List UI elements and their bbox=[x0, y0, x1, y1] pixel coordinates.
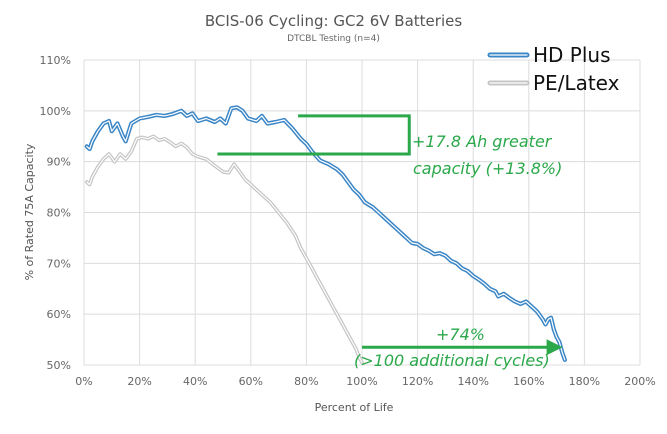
y-tick-label: 110% bbox=[40, 54, 71, 67]
y-tick-label: 90% bbox=[47, 156, 71, 169]
y-axis-ticks: 50% 60% 70% 80% 90% 100% 110% bbox=[40, 54, 71, 372]
y-tick-label: 80% bbox=[47, 207, 71, 220]
x-tick-label: 180% bbox=[569, 375, 600, 388]
legend-label-pe-latex: PE/Latex bbox=[533, 71, 620, 95]
annotation-capacity-line2: capacity (+13.8%) bbox=[413, 159, 562, 178]
legend: HD Plus PE/Latex bbox=[487, 43, 620, 95]
x-tick-label: 200% bbox=[624, 375, 655, 388]
x-axis-label: Percent of Life bbox=[315, 401, 394, 414]
annotation-cycles-line2: (>100 additional cycles) bbox=[354, 351, 550, 370]
series-line-core-pe-latex bbox=[86, 135, 363, 364]
y-axis-label: % of Rated 75A Capacity bbox=[23, 143, 36, 280]
x-tick-label: 120% bbox=[402, 375, 433, 388]
x-tick-label: 20% bbox=[127, 375, 151, 388]
capacity-bracket bbox=[217, 114, 411, 156]
legend-label-hd-plus: HD Plus bbox=[533, 43, 611, 67]
annotation-capacity-line1: +17.8 Ah greater bbox=[412, 132, 553, 151]
cycles-arrow-head bbox=[546, 339, 563, 356]
x-tick-label: 60% bbox=[239, 375, 263, 388]
x-tick-label: 100% bbox=[346, 375, 377, 388]
y-tick-label: 100% bbox=[40, 105, 71, 118]
x-tick-label: 140% bbox=[457, 375, 488, 388]
x-tick-label: 160% bbox=[513, 375, 544, 388]
annotations: +17.8 Ah greater capacity (+13.8%) +74% … bbox=[217, 114, 563, 370]
x-tick-label: 40% bbox=[183, 375, 207, 388]
series-lines bbox=[84, 105, 567, 365]
chart-title: BCIS-06 Cycling: GC2 6V Batteries bbox=[204, 12, 463, 30]
x-tick-label: 80% bbox=[294, 375, 318, 388]
chart-subtitle: DTCBL Testing (n=4) bbox=[287, 34, 380, 44]
grid bbox=[83, 59, 641, 366]
y-tick-label: 60% bbox=[47, 308, 71, 321]
series-line-pe-latex bbox=[85, 134, 364, 365]
series-line-core-hd-plus bbox=[86, 106, 566, 361]
y-tick-label: 50% bbox=[47, 359, 71, 372]
x-axis-ticks: 0% 20% 40% 60% 80% 100% 120% 140% 160% 180% 200% bbox=[75, 375, 655, 388]
x-tick-label: 0% bbox=[75, 375, 92, 388]
annotation-cycles-line1: +74% bbox=[436, 325, 485, 344]
y-tick-label: 70% bbox=[47, 257, 71, 270]
